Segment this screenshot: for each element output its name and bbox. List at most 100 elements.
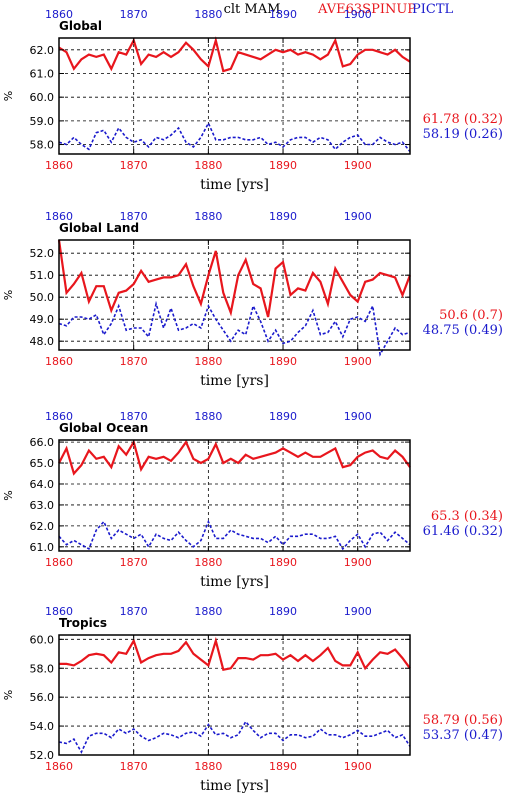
series-line-pictl	[58, 300, 411, 357]
panel-0: Global1860186018701870188018801890189019…	[2, 8, 503, 193]
x-tick-label-bottom: 1880	[194, 760, 222, 773]
plot-frame	[58, 239, 411, 351]
series-line-pictl	[58, 720, 411, 754]
x-tick-label-bottom: 1880	[194, 159, 222, 172]
y-axis-label: %	[2, 690, 15, 700]
y-tick-label: 54.0	[30, 720, 55, 733]
plot-frame	[58, 634, 411, 756]
series-line-ave63spinup	[59, 636, 411, 671]
y-tick-label: 49.0	[30, 313, 55, 326]
x-tick-label-bottom: 1890	[269, 760, 297, 773]
y-tick-label: 48.0	[30, 335, 55, 348]
x-tick-label-top: 1900	[344, 210, 372, 223]
x-tick-label-bottom: 1880	[194, 355, 222, 368]
x-tick-label-bottom: 1890	[269, 355, 297, 368]
stat-red: 65.3 (0.34)	[431, 509, 503, 524]
y-tick-label: 64.0	[30, 478, 55, 491]
series-line-ave63spinup	[58, 439, 411, 476]
stat-blue: 58.19 (0.26)	[423, 127, 503, 142]
panel-title: Global Land	[59, 221, 139, 235]
y-tick-label: 50.0	[30, 291, 55, 304]
y-tick-label: 58.0	[30, 662, 55, 675]
x-tick-label-bottom: 1870	[120, 556, 148, 569]
y-tick-label: 51.0	[30, 269, 55, 282]
y-tick-label: 62.0	[30, 44, 55, 57]
y-tick-label: 61.0	[30, 68, 55, 81]
x-tick-label-top: 1900	[344, 410, 372, 423]
panel-title: Global	[59, 19, 102, 33]
x-tick-label-top: 1900	[344, 8, 372, 21]
x-tick-label-bottom: 1860	[45, 355, 73, 368]
series-line-ave63spinup	[57, 239, 412, 318]
series-line-ave63spinup	[58, 36, 411, 73]
panel-title: Tropics	[59, 616, 107, 630]
x-tick-label-bottom: 1890	[269, 159, 297, 172]
x-tick-label-bottom: 1870	[120, 159, 148, 172]
stat-red: 61.78 (0.32)	[423, 112, 503, 127]
y-tick-label: 60.0	[30, 91, 55, 104]
panel-2: Global Ocean1860186018701870188018801890…	[2, 410, 503, 590]
x-tick-label-top: 1870	[120, 8, 148, 21]
legend-red-label: AVE63SPINUP	[317, 2, 416, 17]
y-axis-label: %	[2, 490, 15, 500]
x-tick-label-top: 1870	[120, 210, 148, 223]
x-tick-label-top: 1900	[344, 605, 372, 618]
x-tick-label-top: 1860	[45, 210, 73, 223]
x-tick-label-top: 1870	[120, 410, 148, 423]
stat-red: 58.79 (0.56)	[423, 713, 503, 728]
y-tick-label: 58.0	[30, 139, 55, 152]
x-axis-label: time [yrs]	[200, 177, 269, 193]
x-tick-label-top: 1860	[45, 410, 73, 423]
x-tick-label-top: 1870	[120, 605, 148, 618]
legend-blue-label: PICTL	[412, 2, 454, 17]
x-tick-label-bottom: 1900	[344, 355, 372, 368]
y-tick-label: 63.0	[30, 499, 55, 512]
x-tick-label-top: 1890	[269, 410, 297, 423]
x-tick-label-top: 1880	[194, 410, 222, 423]
y-tick-label: 56.0	[30, 691, 55, 704]
x-tick-label-top: 1860	[45, 605, 73, 618]
x-tick-label-bottom: 1860	[45, 556, 73, 569]
y-tick-label: 65.0	[30, 457, 55, 470]
x-tick-label-bottom: 1860	[45, 159, 73, 172]
series-line-pictl	[58, 121, 411, 153]
y-tick-label: 52.0	[30, 247, 55, 260]
series-line-pictl	[58, 519, 411, 551]
x-tick-label-bottom: 1900	[344, 760, 372, 773]
x-tick-label-bottom: 1900	[344, 556, 372, 569]
x-tick-label-bottom: 1900	[344, 159, 372, 172]
panel-1: Global Land18601860187018701880188018901…	[2, 210, 503, 389]
x-axis-label: time [yrs]	[200, 778, 269, 794]
x-tick-label-top: 1890	[269, 210, 297, 223]
panel-title: Global Ocean	[59, 421, 148, 435]
stat-blue: 48.75 (0.49)	[423, 323, 503, 338]
x-tick-label-top: 1880	[194, 210, 222, 223]
y-axis-label: %	[2, 290, 15, 300]
panel-3: Tropics186018601870187018801880189018901…	[2, 605, 503, 794]
x-tick-label-top: 1860	[45, 8, 73, 21]
x-tick-label-top: 1880	[194, 605, 222, 618]
x-tick-label-bottom: 1870	[120, 760, 148, 773]
figure-title: clt MAM	[224, 2, 281, 17]
y-axis-label: %	[2, 91, 15, 101]
y-tick-label: 60.0	[30, 633, 55, 646]
x-tick-label-top: 1890	[269, 605, 297, 618]
y-tick-label: 66.0	[30, 436, 55, 449]
x-tick-label-bottom: 1870	[120, 355, 148, 368]
y-tick-label: 52.0	[30, 749, 55, 762]
y-tick-label: 59.0	[30, 115, 55, 128]
x-tick-label-top: 1890	[269, 8, 297, 21]
stat-blue: 53.37 (0.47)	[423, 728, 503, 743]
x-tick-label-bottom: 1860	[45, 760, 73, 773]
stat-blue: 61.46 (0.32)	[423, 524, 503, 539]
y-tick-label: 62.0	[30, 520, 55, 533]
y-tick-label: 61.0	[30, 541, 55, 554]
x-tick-label-bottom: 1880	[194, 556, 222, 569]
plot-frame	[58, 439, 411, 552]
stat-red: 50.6 (0.7)	[439, 308, 503, 323]
plot-frame	[58, 37, 411, 155]
x-tick-label-bottom: 1890	[269, 556, 297, 569]
x-axis-label: time [yrs]	[200, 574, 269, 590]
x-axis-label: time [yrs]	[200, 373, 269, 389]
